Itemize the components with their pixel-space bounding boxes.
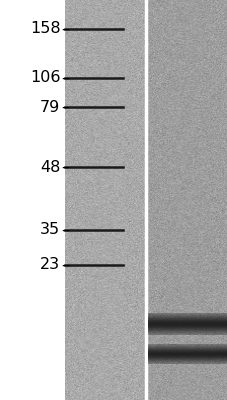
Text: –: – bbox=[61, 21, 69, 36]
Text: 106: 106 bbox=[30, 70, 60, 86]
Text: 158: 158 bbox=[30, 21, 60, 36]
Text: 35: 35 bbox=[40, 222, 60, 238]
Text: –: – bbox=[61, 222, 69, 238]
Text: –: – bbox=[61, 160, 69, 175]
Text: –: – bbox=[61, 70, 69, 86]
Text: –: – bbox=[61, 257, 69, 272]
Text: 23: 23 bbox=[40, 257, 60, 272]
Text: –: – bbox=[61, 100, 69, 115]
Text: 48: 48 bbox=[40, 160, 60, 175]
Text: 79: 79 bbox=[40, 100, 60, 115]
